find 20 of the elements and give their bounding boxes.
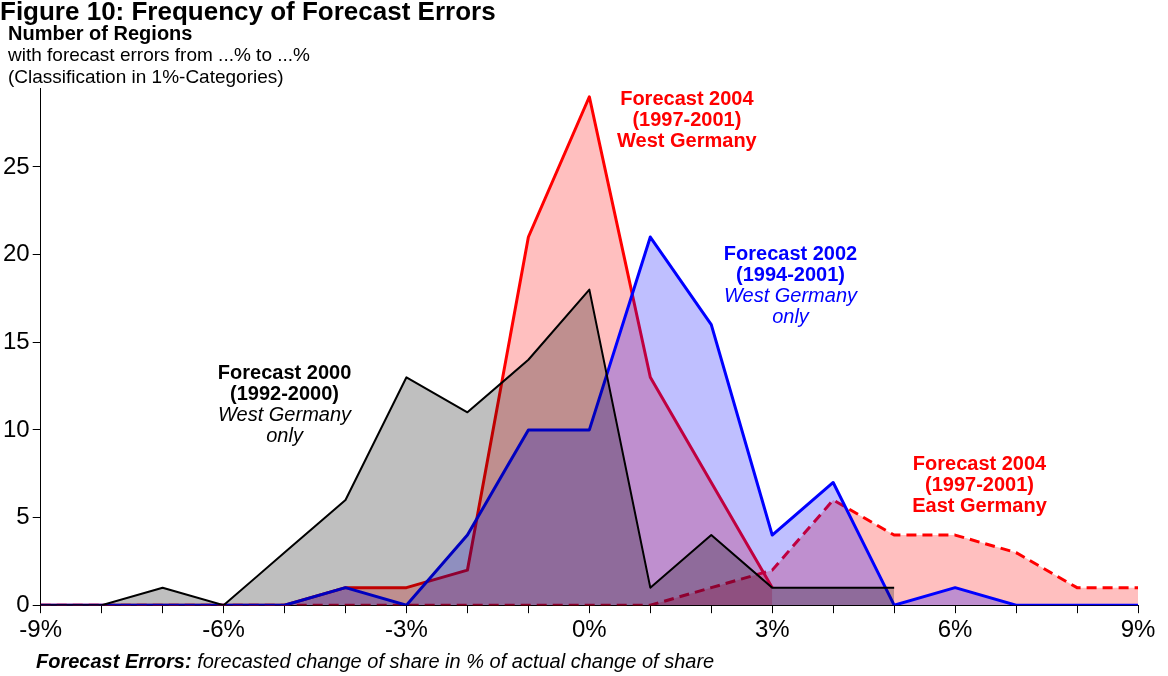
y-tick-label: 0: [16, 589, 30, 617]
series-label: Forecast 2004 (1997-2001) West Germany: [617, 87, 758, 152]
x-tick-label: -9%: [19, 615, 63, 643]
y-tick-label: 10: [2, 414, 30, 442]
x-axis-title: Forecast Errors: forecasted change of share in % of actual change of share: [36, 650, 715, 672]
x-tick-label: 0%: [572, 615, 607, 643]
y-tick-label: 15: [2, 326, 30, 354]
chart-subtitle: with forecast errors from ...% to ...% (Classification in 1%-Categories): [8, 44, 310, 88]
chart-title: Figure 10: Frequency of Forecast Errors: [0, 0, 496, 26]
x-tick-label: 3%: [754, 615, 790, 643]
series-label: Forecast 2000 (1992-2000) West Germany only: [217, 360, 353, 446]
y-tick-label: 5: [16, 502, 30, 530]
x-tick-label: 6%: [937, 615, 973, 643]
y-tick-label: 20: [2, 239, 30, 267]
y-tick-label: 25: [2, 151, 30, 179]
x-tick-label: -6%: [202, 615, 245, 643]
series-label: Forecast 2002 (1994-2001) West Germany only: [723, 241, 859, 327]
x-tick-label: 9%: [1120, 615, 1156, 643]
series-label: Forecast 2004 (1997-2001) East Germany: [912, 451, 1048, 516]
x-tick-label: -3%: [385, 615, 428, 643]
